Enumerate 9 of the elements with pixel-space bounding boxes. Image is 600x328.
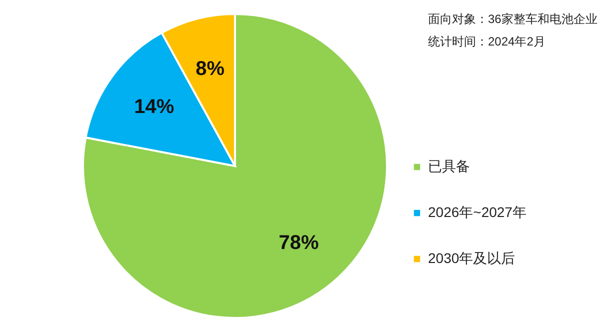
pie-slice [82, 13, 388, 319]
legend-label: 已具备 [428, 158, 470, 174]
data-label: 14% [134, 96, 174, 118]
legend-label: 2030年及以后 [428, 250, 516, 266]
text: 面向对象：36家整车和电池企业 [428, 12, 598, 26]
text: 统计时间：2024年2月 [428, 34, 546, 48]
legend-label: 2026年~2027年 [428, 204, 526, 220]
data-label: 78% [278, 232, 319, 254]
data-label: 8% [196, 58, 225, 80]
